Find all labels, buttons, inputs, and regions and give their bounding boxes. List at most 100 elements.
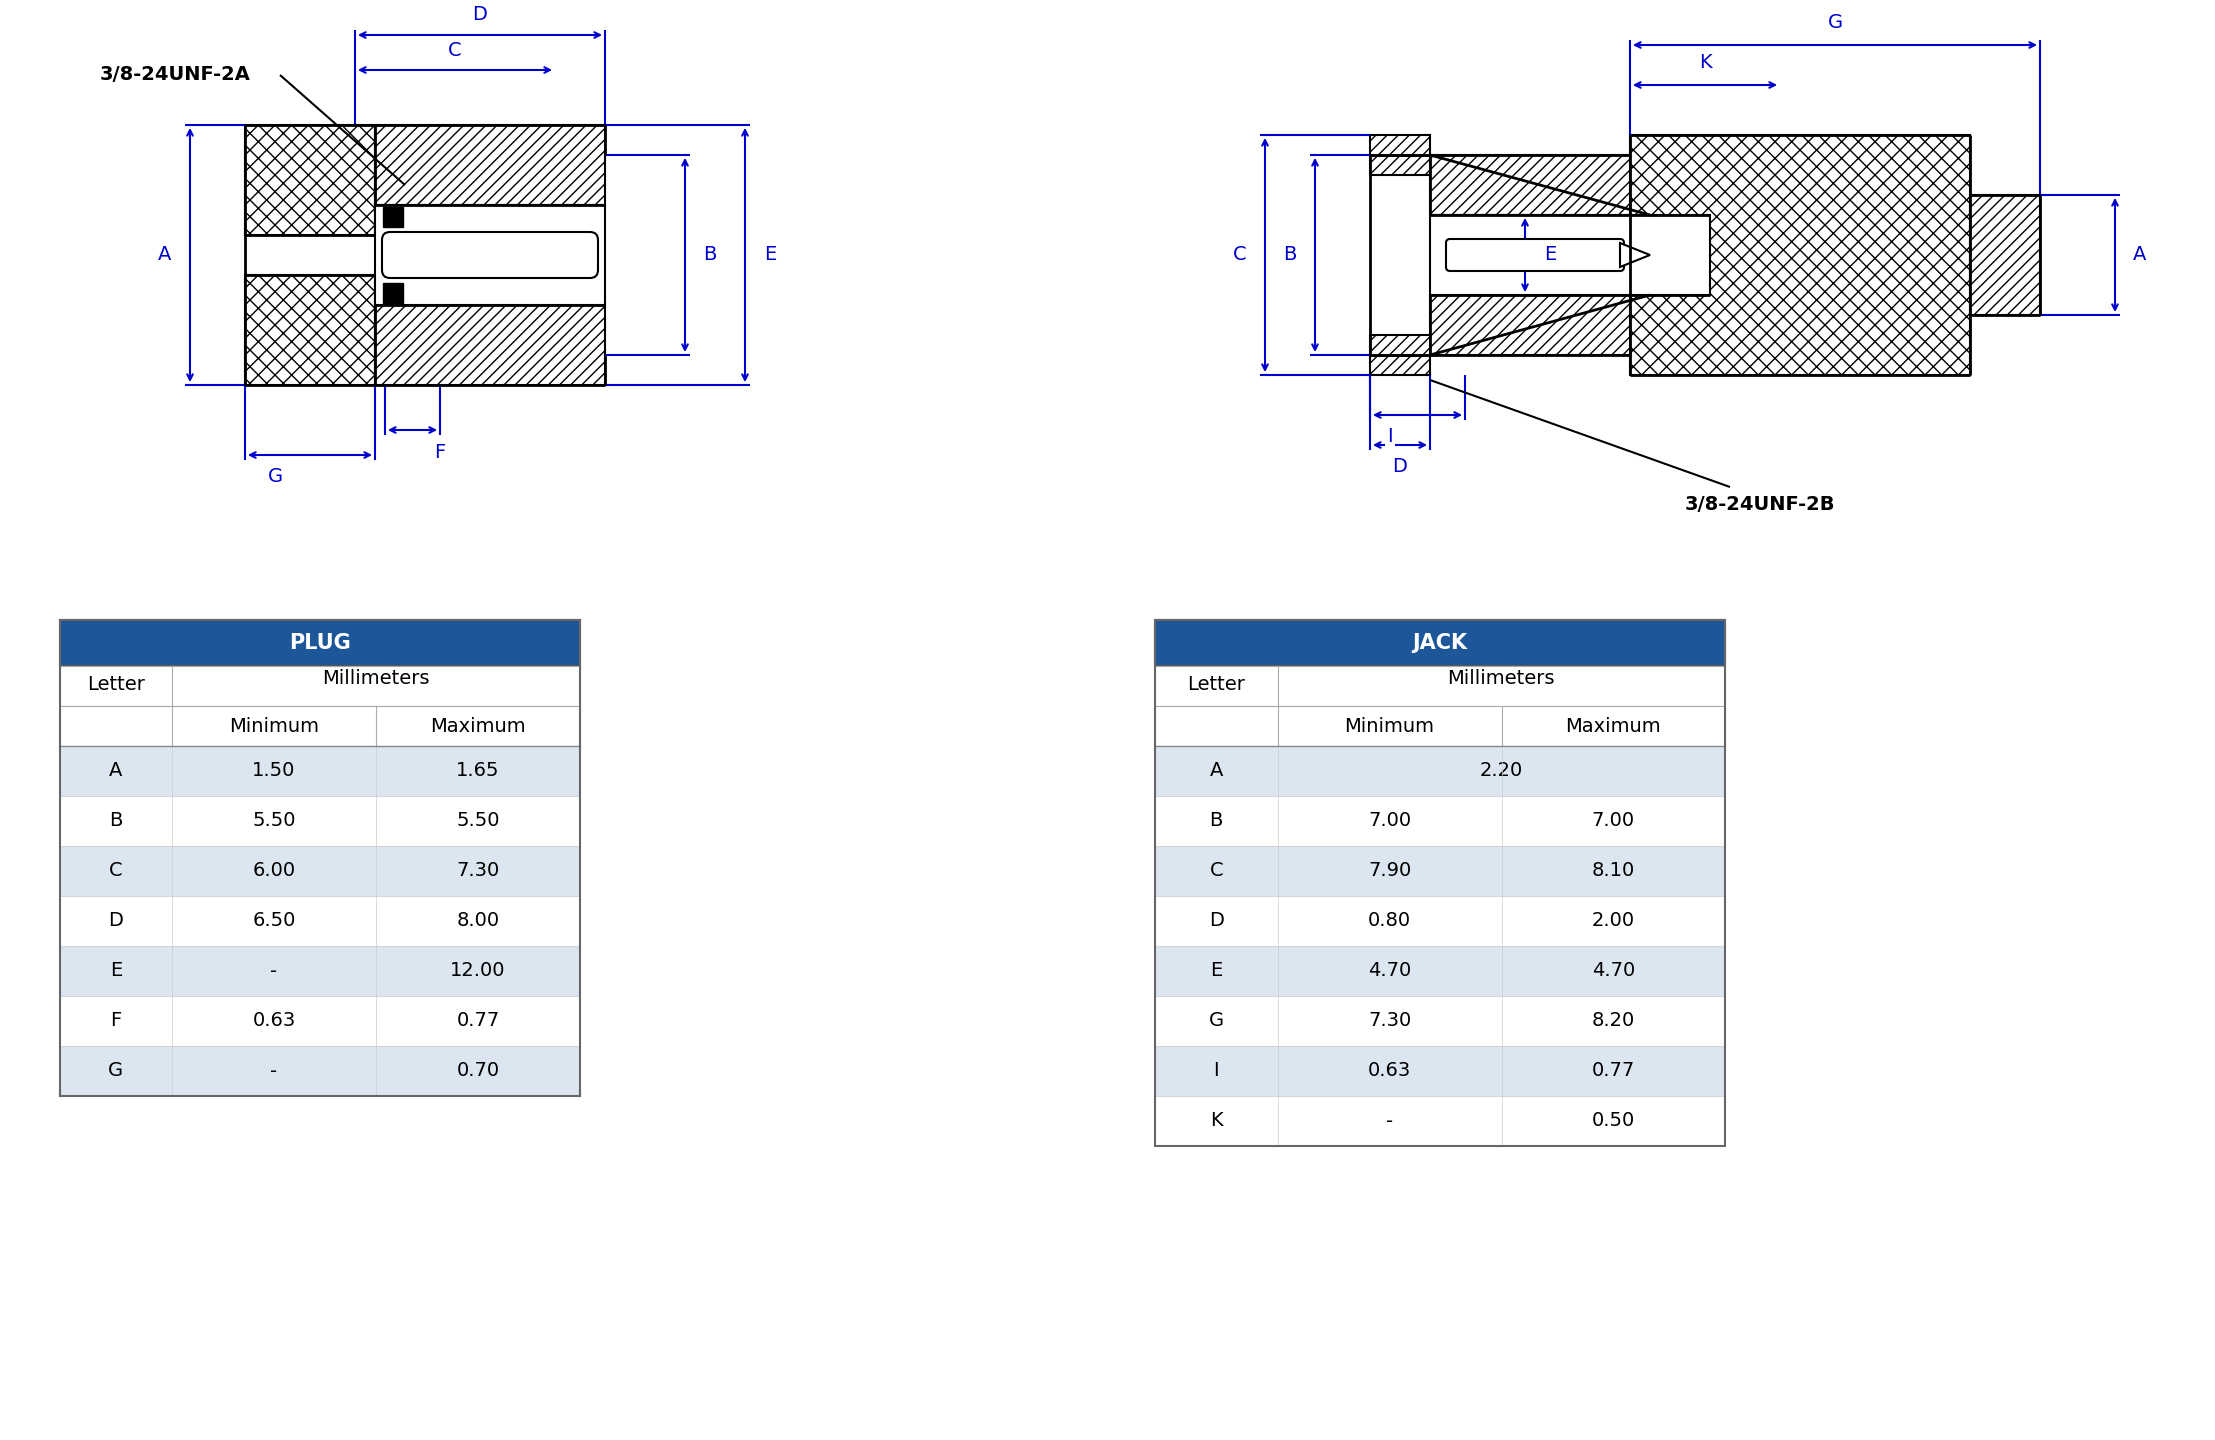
Text: Millimeters: Millimeters: [1449, 668, 1555, 687]
Text: I: I: [1214, 1061, 1218, 1080]
FancyBboxPatch shape: [1446, 239, 1624, 271]
Text: C: C: [1234, 245, 1247, 265]
Text: PLUG: PLUG: [290, 634, 350, 652]
Text: E: E: [111, 962, 122, 981]
Text: 0.63: 0.63: [253, 1011, 295, 1031]
Text: 0.70: 0.70: [456, 1061, 501, 1080]
Bar: [246, 275, 374, 384]
Text: 2.00: 2.00: [1593, 912, 1635, 930]
Text: Minimum: Minimum: [228, 717, 319, 736]
Bar: [60, 796, 580, 845]
Bar: [60, 621, 580, 1096]
Text: B: B: [1209, 812, 1223, 831]
Text: -: -: [270, 962, 277, 981]
Text: Millimeters: Millimeters: [321, 668, 430, 687]
Bar: [60, 1045, 580, 1096]
Text: A: A: [157, 245, 173, 265]
Bar: [1154, 1045, 1725, 1096]
Bar: [383, 284, 403, 302]
Text: 4.70: 4.70: [1593, 962, 1635, 981]
Bar: [1154, 896, 1725, 946]
Bar: [1154, 665, 1725, 706]
Bar: [1371, 135, 1431, 176]
Text: Maximum: Maximum: [430, 717, 525, 736]
Text: 8.20: 8.20: [1593, 1011, 1635, 1031]
Polygon shape: [1619, 243, 1650, 266]
Bar: [374, 125, 605, 204]
Text: 5.50: 5.50: [253, 812, 297, 831]
Bar: [1431, 295, 1630, 356]
Text: 7.00: 7.00: [1593, 812, 1635, 831]
Bar: [374, 204, 605, 305]
Text: 8.10: 8.10: [1593, 861, 1635, 880]
Bar: [60, 996, 580, 1045]
Text: I: I: [1387, 428, 1393, 446]
Text: K: K: [1209, 1112, 1223, 1130]
Text: -: -: [270, 1061, 277, 1080]
Bar: [383, 207, 403, 228]
Text: G: G: [1209, 1011, 1225, 1031]
Text: C: C: [447, 40, 461, 59]
Text: 2.20: 2.20: [1480, 762, 1524, 780]
Text: B: B: [109, 812, 122, 831]
Text: 1.65: 1.65: [456, 762, 501, 780]
Text: A: A: [109, 762, 122, 780]
Text: B: B: [704, 245, 718, 265]
Bar: [1431, 215, 1710, 295]
Bar: [1154, 706, 1725, 746]
Text: Maximum: Maximum: [1566, 717, 1661, 736]
Text: 1.50: 1.50: [253, 762, 295, 780]
Bar: [1154, 946, 1725, 996]
Text: 7.90: 7.90: [1369, 861, 1411, 880]
Text: E: E: [1209, 962, 1223, 981]
Text: F: F: [434, 442, 445, 461]
Text: 0.50: 0.50: [1593, 1112, 1635, 1130]
Text: E: E: [1544, 245, 1557, 265]
Bar: [1154, 996, 1725, 1045]
Text: 3/8-24UNF-2B: 3/8-24UNF-2B: [1686, 495, 1836, 514]
Bar: [246, 125, 374, 235]
Bar: [1431, 156, 1630, 215]
Text: A: A: [2133, 245, 2146, 265]
Text: G: G: [109, 1061, 124, 1080]
Text: Letter: Letter: [86, 674, 144, 694]
Text: 0.80: 0.80: [1369, 912, 1411, 930]
Bar: [1154, 1096, 1725, 1146]
Text: C: C: [109, 861, 122, 880]
Bar: [60, 946, 580, 996]
Text: 7.30: 7.30: [456, 861, 501, 880]
Bar: [1154, 845, 1725, 896]
Text: D: D: [109, 912, 124, 930]
Text: 12.00: 12.00: [450, 962, 505, 981]
Bar: [1969, 194, 2040, 315]
Text: D: D: [1209, 912, 1223, 930]
Text: E: E: [764, 245, 775, 265]
Bar: [60, 746, 580, 796]
Text: 6.50: 6.50: [253, 912, 295, 930]
Text: 5.50: 5.50: [456, 812, 501, 831]
Text: 3/8-24UNF-2A: 3/8-24UNF-2A: [100, 65, 250, 85]
Text: B: B: [1282, 245, 1296, 265]
Text: Minimum: Minimum: [1345, 717, 1435, 736]
Text: 0.77: 0.77: [456, 1011, 501, 1031]
Text: JACK: JACK: [1413, 634, 1469, 652]
Bar: [1154, 746, 1725, 796]
Bar: [60, 665, 580, 706]
Text: K: K: [1699, 53, 1712, 72]
Bar: [60, 621, 580, 665]
FancyBboxPatch shape: [381, 232, 598, 278]
Text: 7.00: 7.00: [1369, 812, 1411, 831]
Text: 6.00: 6.00: [253, 861, 295, 880]
Text: F: F: [111, 1011, 122, 1031]
Text: 7.30: 7.30: [1369, 1011, 1411, 1031]
Text: 0.63: 0.63: [1369, 1061, 1411, 1080]
Bar: [60, 845, 580, 896]
Bar: [1630, 135, 1969, 374]
Text: -: -: [1387, 1112, 1393, 1130]
Text: Letter: Letter: [1187, 674, 1245, 694]
Text: A: A: [1209, 762, 1223, 780]
Text: G: G: [1827, 13, 1843, 33]
Text: 4.70: 4.70: [1369, 962, 1411, 981]
Bar: [60, 706, 580, 746]
Text: 8.00: 8.00: [456, 912, 501, 930]
